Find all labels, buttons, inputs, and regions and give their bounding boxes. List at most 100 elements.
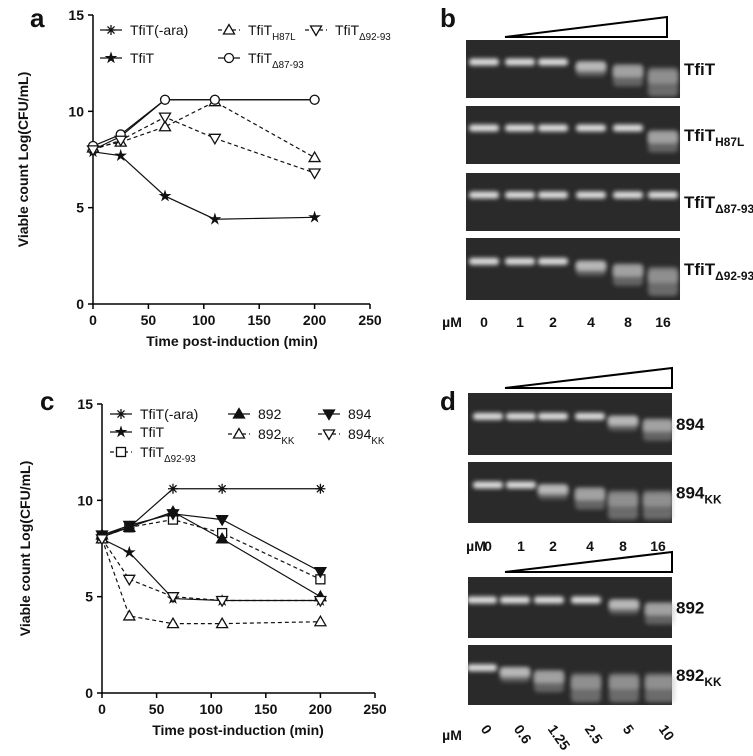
label-main: 894 bbox=[348, 426, 372, 442]
gel-band bbox=[505, 257, 535, 265]
label: TfiT bbox=[130, 50, 155, 66]
gel-smear bbox=[534, 672, 564, 693]
marker bbox=[308, 210, 321, 223]
label: TfiT(-ara) bbox=[130, 22, 188, 38]
label-sub: KK bbox=[704, 675, 722, 689]
label: 894KK bbox=[348, 426, 385, 447]
gel-smear bbox=[645, 604, 675, 625]
gel-band bbox=[538, 58, 568, 66]
marker bbox=[208, 133, 222, 146]
label-main: TfiT bbox=[684, 126, 716, 145]
gel-band bbox=[505, 58, 535, 66]
gel-smear bbox=[643, 420, 673, 441]
gel-band bbox=[469, 58, 499, 66]
label: TfiTΔ92-93 bbox=[684, 260, 753, 283]
marker bbox=[114, 148, 128, 162]
x-tick-label: 0 bbox=[89, 312, 97, 328]
marker bbox=[309, 25, 323, 37]
y-tick-label: 15 bbox=[77, 396, 93, 412]
label-main: TfiT bbox=[248, 50, 273, 66]
gel-band bbox=[505, 191, 535, 199]
label-sub: Δ87-93 bbox=[715, 202, 753, 216]
label-main: TfiT(-ara) bbox=[140, 406, 198, 422]
marker bbox=[166, 616, 180, 629]
series-line bbox=[101, 538, 321, 625]
marker bbox=[313, 595, 328, 608]
x-tick-label: 200 bbox=[303, 312, 327, 328]
concentration-label: 2 bbox=[549, 314, 557, 330]
gel-band bbox=[575, 412, 605, 420]
marker bbox=[215, 514, 229, 527]
gel-image bbox=[468, 577, 672, 638]
y-tick-label: 5 bbox=[85, 589, 93, 605]
label: 892 bbox=[676, 599, 704, 618]
gel-band bbox=[613, 124, 643, 132]
gel-band bbox=[500, 596, 530, 604]
label: 892 bbox=[258, 406, 282, 422]
gel-band bbox=[613, 191, 643, 199]
label-main: 894 bbox=[676, 484, 705, 503]
y-tick-label: 15 bbox=[68, 7, 84, 23]
x-tick-label: 0 bbox=[98, 701, 106, 717]
concentration-wedge bbox=[504, 550, 673, 573]
marker bbox=[158, 119, 172, 132]
marker bbox=[159, 94, 171, 105]
concentration-label: 1 bbox=[516, 314, 524, 330]
marker bbox=[232, 427, 246, 439]
y-axis-title: Viable count Log(CFU/mL) bbox=[15, 72, 31, 248]
label: TfiT bbox=[140, 424, 165, 440]
label-main: 894 bbox=[348, 406, 372, 422]
gel-smear bbox=[648, 70, 678, 97]
series-line bbox=[101, 518, 321, 580]
label-sub: Δ92-93 bbox=[164, 454, 196, 465]
gel-image bbox=[468, 393, 672, 455]
marker bbox=[315, 483, 326, 494]
x-tick-label: 250 bbox=[358, 312, 382, 328]
label-main: TfiT bbox=[684, 260, 716, 279]
y-tick-label: 0 bbox=[85, 685, 93, 701]
unit-label: µM bbox=[442, 727, 462, 743]
concentration-label: 0 bbox=[484, 538, 492, 554]
gel-band bbox=[648, 191, 678, 199]
label: TfiTΔ87-93 bbox=[684, 193, 753, 216]
label: TfiTΔ87-93 bbox=[248, 50, 304, 71]
label-main: TfiT bbox=[248, 22, 273, 38]
x-axis-title: Time post-induction (min) bbox=[152, 722, 324, 738]
label-main: 892 bbox=[676, 666, 704, 685]
label-main: TfiT(-ara) bbox=[130, 22, 188, 38]
marker bbox=[215, 595, 229, 608]
unit-label: µM bbox=[442, 314, 462, 330]
label-main: 892 bbox=[258, 406, 282, 422]
gel-smear bbox=[576, 62, 606, 77]
marker bbox=[222, 23, 236, 35]
label-main: TfiT bbox=[140, 444, 165, 460]
gel-smear bbox=[500, 668, 530, 683]
y-tick-label: 5 bbox=[76, 200, 84, 216]
gel-smear bbox=[643, 493, 673, 520]
gel-image bbox=[466, 40, 680, 98]
marker bbox=[313, 614, 328, 627]
marker bbox=[122, 520, 136, 533]
gel-band bbox=[538, 191, 568, 199]
concentration-label: 1 bbox=[517, 538, 525, 554]
y-tick-label: 0 bbox=[76, 296, 84, 312]
label: 894 bbox=[676, 415, 705, 434]
marker bbox=[215, 532, 229, 544]
marker bbox=[322, 409, 336, 421]
label-sub: KK bbox=[371, 436, 385, 447]
label: TfiT bbox=[684, 60, 716, 79]
concentration-label: 16 bbox=[650, 538, 666, 554]
gel-smear bbox=[608, 416, 638, 431]
concentration-label: 5 bbox=[620, 721, 638, 737]
concentration-label: 2.5 bbox=[582, 721, 606, 746]
marker bbox=[217, 483, 228, 494]
panel-label: d bbox=[440, 386, 456, 416]
marker bbox=[104, 51, 118, 64]
gel-band bbox=[473, 412, 503, 420]
gel-smear bbox=[613, 66, 643, 87]
series-line bbox=[101, 538, 321, 602]
gel-band bbox=[473, 481, 503, 489]
gel-image bbox=[466, 106, 680, 164]
label-sub: KK bbox=[704, 493, 722, 507]
concentration-label: 10 bbox=[656, 721, 678, 743]
